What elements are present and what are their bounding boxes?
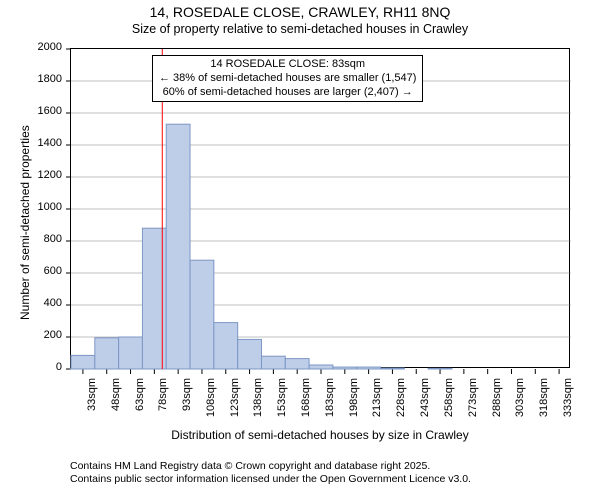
chart-container: { "title_line1": "14, ROSEDALE CLOSE, CR… xyxy=(0,0,600,500)
x-tick-label: 168sqm xyxy=(300,378,312,417)
histogram-bar xyxy=(190,260,214,369)
y-tick-label: 2000 xyxy=(2,41,62,53)
x-tick-label: 93sqm xyxy=(181,378,193,411)
x-tick-label: 48sqm xyxy=(110,378,122,411)
x-tick-label: 258sqm xyxy=(443,378,455,417)
x-tick-label: 123sqm xyxy=(229,378,241,417)
x-tick-label: 33sqm xyxy=(86,378,98,411)
y-tick-label: 1200 xyxy=(2,169,62,181)
y-tick-label: 600 xyxy=(2,265,62,277)
y-tick-label: 1600 xyxy=(2,105,62,117)
footer-attribution: Contains HM Land Registry data © Crown c… xyxy=(70,460,590,486)
x-tick-label: 228sqm xyxy=(395,378,407,417)
x-tick-label: 243sqm xyxy=(419,378,431,417)
histogram-bar xyxy=(238,339,262,369)
histogram-bar xyxy=(381,368,405,369)
histogram-bar xyxy=(119,337,143,369)
y-tick-label: 1400 xyxy=(2,137,62,149)
histogram-bar xyxy=(333,367,357,369)
y-tick-label: 0 xyxy=(2,361,62,373)
callout-line1: 14 ROSEDALE CLOSE: 83sqm xyxy=(159,58,416,72)
x-tick-label: 303sqm xyxy=(514,378,526,417)
callout-line3: 60% of semi-detached houses are larger (… xyxy=(159,86,416,100)
chart-title-line1: 14, ROSEDALE CLOSE, CRAWLEY, RH11 8NQ xyxy=(0,4,600,20)
x-tick-label: 318sqm xyxy=(538,378,550,417)
callout-line2: ← 38% of semi-detached houses are smalle… xyxy=(159,72,416,86)
x-tick-label: 198sqm xyxy=(348,378,360,417)
histogram-bar xyxy=(166,124,190,369)
x-tick-label: 288sqm xyxy=(491,378,503,417)
histogram-bar xyxy=(309,365,333,369)
footer-line2: Contains public sector information licen… xyxy=(70,473,590,486)
x-tick-label: 333sqm xyxy=(562,378,574,417)
x-axis-label: Distribution of semi-detached houses by … xyxy=(70,428,570,442)
histogram-bar xyxy=(285,359,309,369)
x-tick-label: 183sqm xyxy=(324,378,336,417)
footer-line1: Contains HM Land Registry data © Crown c… xyxy=(70,460,590,473)
histogram-bar xyxy=(428,368,452,369)
x-tick-label: 153sqm xyxy=(276,378,288,417)
x-tick-labels: 33sqm 48sqm 63sqm 78sqm 93sqm 108sqm 123sqm 138… xyxy=(70,372,570,432)
x-tick-label: 108sqm xyxy=(205,378,217,417)
x-tick-label: 78sqm xyxy=(157,378,169,411)
histogram-bar xyxy=(261,356,285,369)
y-tick-label: 1000 xyxy=(2,201,62,213)
x-tick-label: 213sqm xyxy=(372,378,384,417)
x-tick-label: 138sqm xyxy=(253,378,265,417)
y-tick-label: 1800 xyxy=(2,73,62,85)
histogram-bar xyxy=(71,355,95,369)
y-tick-label: 800 xyxy=(2,233,62,245)
y-tick-label: 200 xyxy=(2,329,62,341)
callout-box: 14 ROSEDALE CLOSE: 83sqm ← 38% of semi-d… xyxy=(152,55,423,102)
histogram-bar xyxy=(95,338,119,369)
histogram-bar xyxy=(357,367,381,369)
chart-title-line2: Size of property relative to semi-detach… xyxy=(0,22,600,36)
histogram-bar xyxy=(214,323,238,369)
x-tick-label: 63sqm xyxy=(134,378,146,411)
x-tick-label: 273sqm xyxy=(467,378,479,417)
y-tick-label: 400 xyxy=(2,297,62,309)
y-tick-labels: 0200400600800100012001400160018002000 xyxy=(0,48,66,368)
